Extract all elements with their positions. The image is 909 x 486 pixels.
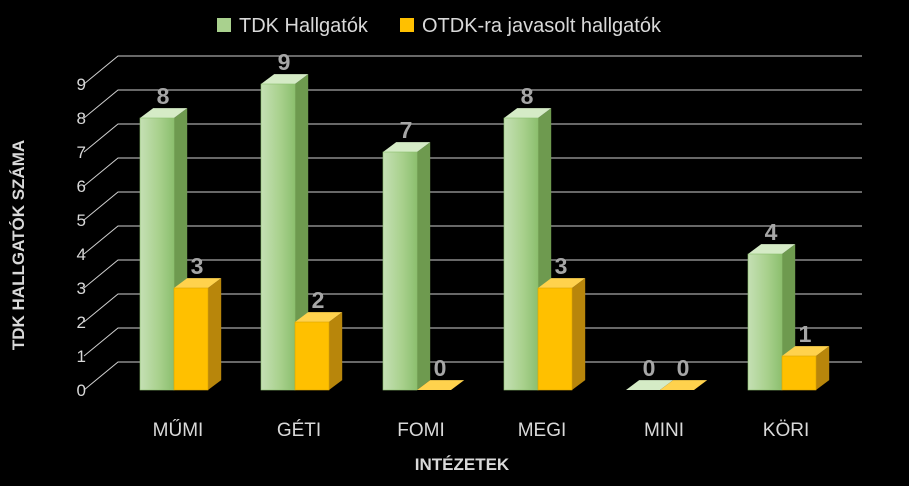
y-axis-title: TDK HALLGATÓK SZÁMA — [9, 140, 28, 350]
bar — [660, 380, 708, 390]
bar-side — [572, 278, 586, 390]
bar-front — [781, 355, 817, 391]
bar-top — [140, 108, 188, 118]
x-category-label: FOMI — [397, 420, 445, 441]
bar-side — [295, 74, 309, 390]
bar — [747, 244, 796, 391]
bar — [537, 278, 586, 391]
y-tick-label: 5 — [77, 211, 86, 230]
bar-top — [748, 244, 796, 254]
legend-label-tdk: TDK Hallgatók — [239, 15, 369, 37]
y-axis-ticks: 0 1 2 3 4 5 6 7 8 9 — [77, 75, 86, 400]
bar — [781, 346, 830, 391]
gridline — [83, 157, 862, 187]
legend: TDK Hallgatók OTDK-ra javasolt hallgatók — [217, 15, 662, 37]
bar-side — [208, 278, 222, 390]
gridline — [83, 89, 862, 119]
grid — [83, 55, 862, 391]
x-category-label: MEGI — [518, 420, 567, 441]
legend-label-otdk: OTDK-ra javasolt hallgatók — [422, 15, 662, 37]
bar-front — [537, 287, 573, 391]
bar-top — [174, 278, 222, 288]
bar-front — [139, 117, 175, 391]
data-label: 3 — [555, 253, 568, 279]
bar-side — [417, 142, 431, 390]
bar-front — [382, 151, 418, 391]
data-label: 3 — [191, 253, 204, 279]
y-tick-label: 7 — [77, 143, 86, 162]
y-tick-label: 2 — [77, 313, 86, 332]
bar-top — [660, 380, 708, 390]
bar-top — [538, 278, 586, 288]
data-label: 8 — [157, 83, 170, 109]
legend-swatch-tdk — [217, 18, 231, 32]
data-label: 0 — [643, 355, 656, 381]
y-tick-label: 9 — [77, 75, 86, 94]
gridline — [83, 259, 862, 289]
gridline — [83, 361, 862, 391]
gridline — [83, 293, 862, 323]
data-label: 2 — [312, 287, 325, 313]
bar-top — [504, 108, 552, 118]
y-tick-label: 8 — [77, 109, 86, 128]
bar — [260, 74, 309, 391]
x-category-label: MINI — [644, 420, 684, 441]
bar — [294, 312, 343, 391]
bar-front — [747, 253, 783, 391]
bar-top — [417, 380, 465, 390]
legend-swatch-otdk — [400, 18, 414, 32]
gridline — [83, 327, 862, 357]
bar-top — [261, 74, 309, 84]
data-label: 8 — [521, 83, 534, 109]
gridline — [83, 225, 862, 255]
bar-top — [383, 142, 431, 152]
bar-front — [294, 321, 330, 391]
bar-top — [626, 380, 674, 390]
gridline — [83, 123, 862, 153]
x-axis-categories: MŰMI GÉTI FOMI MEGI MINI KÖRI — [153, 419, 810, 441]
x-category-label: KÖRI — [763, 420, 809, 441]
bar — [417, 380, 465, 390]
data-label: 4 — [765, 219, 778, 245]
x-category-label: GÉTI — [277, 420, 321, 441]
bar — [173, 278, 222, 391]
y-tick-label: 3 — [77, 279, 86, 298]
bar-top — [295, 312, 343, 322]
bar — [382, 142, 431, 391]
data-label: 0 — [677, 355, 690, 381]
bar-front — [503, 117, 539, 391]
bars — [139, 74, 830, 391]
y-tick-label: 4 — [77, 245, 86, 264]
x-category-label: MŰMI — [153, 419, 204, 441]
y-tick-label: 6 — [77, 177, 86, 196]
data-label: 1 — [799, 321, 812, 347]
bar-top — [782, 346, 830, 356]
y-tick-label: 0 — [77, 381, 86, 400]
bar-side — [329, 312, 343, 390]
data-label: 9 — [278, 49, 291, 75]
bar-side — [816, 346, 830, 390]
bar — [626, 380, 674, 390]
gridline — [83, 55, 862, 85]
bar-front — [173, 287, 209, 391]
y-tick-label: 1 — [77, 347, 86, 366]
data-label: 0 — [434, 355, 447, 381]
bar-front — [260, 83, 296, 391]
data-label: 7 — [400, 117, 413, 143]
gridline — [83, 191, 862, 221]
x-axis-title: INTÉZETEK — [415, 455, 510, 474]
